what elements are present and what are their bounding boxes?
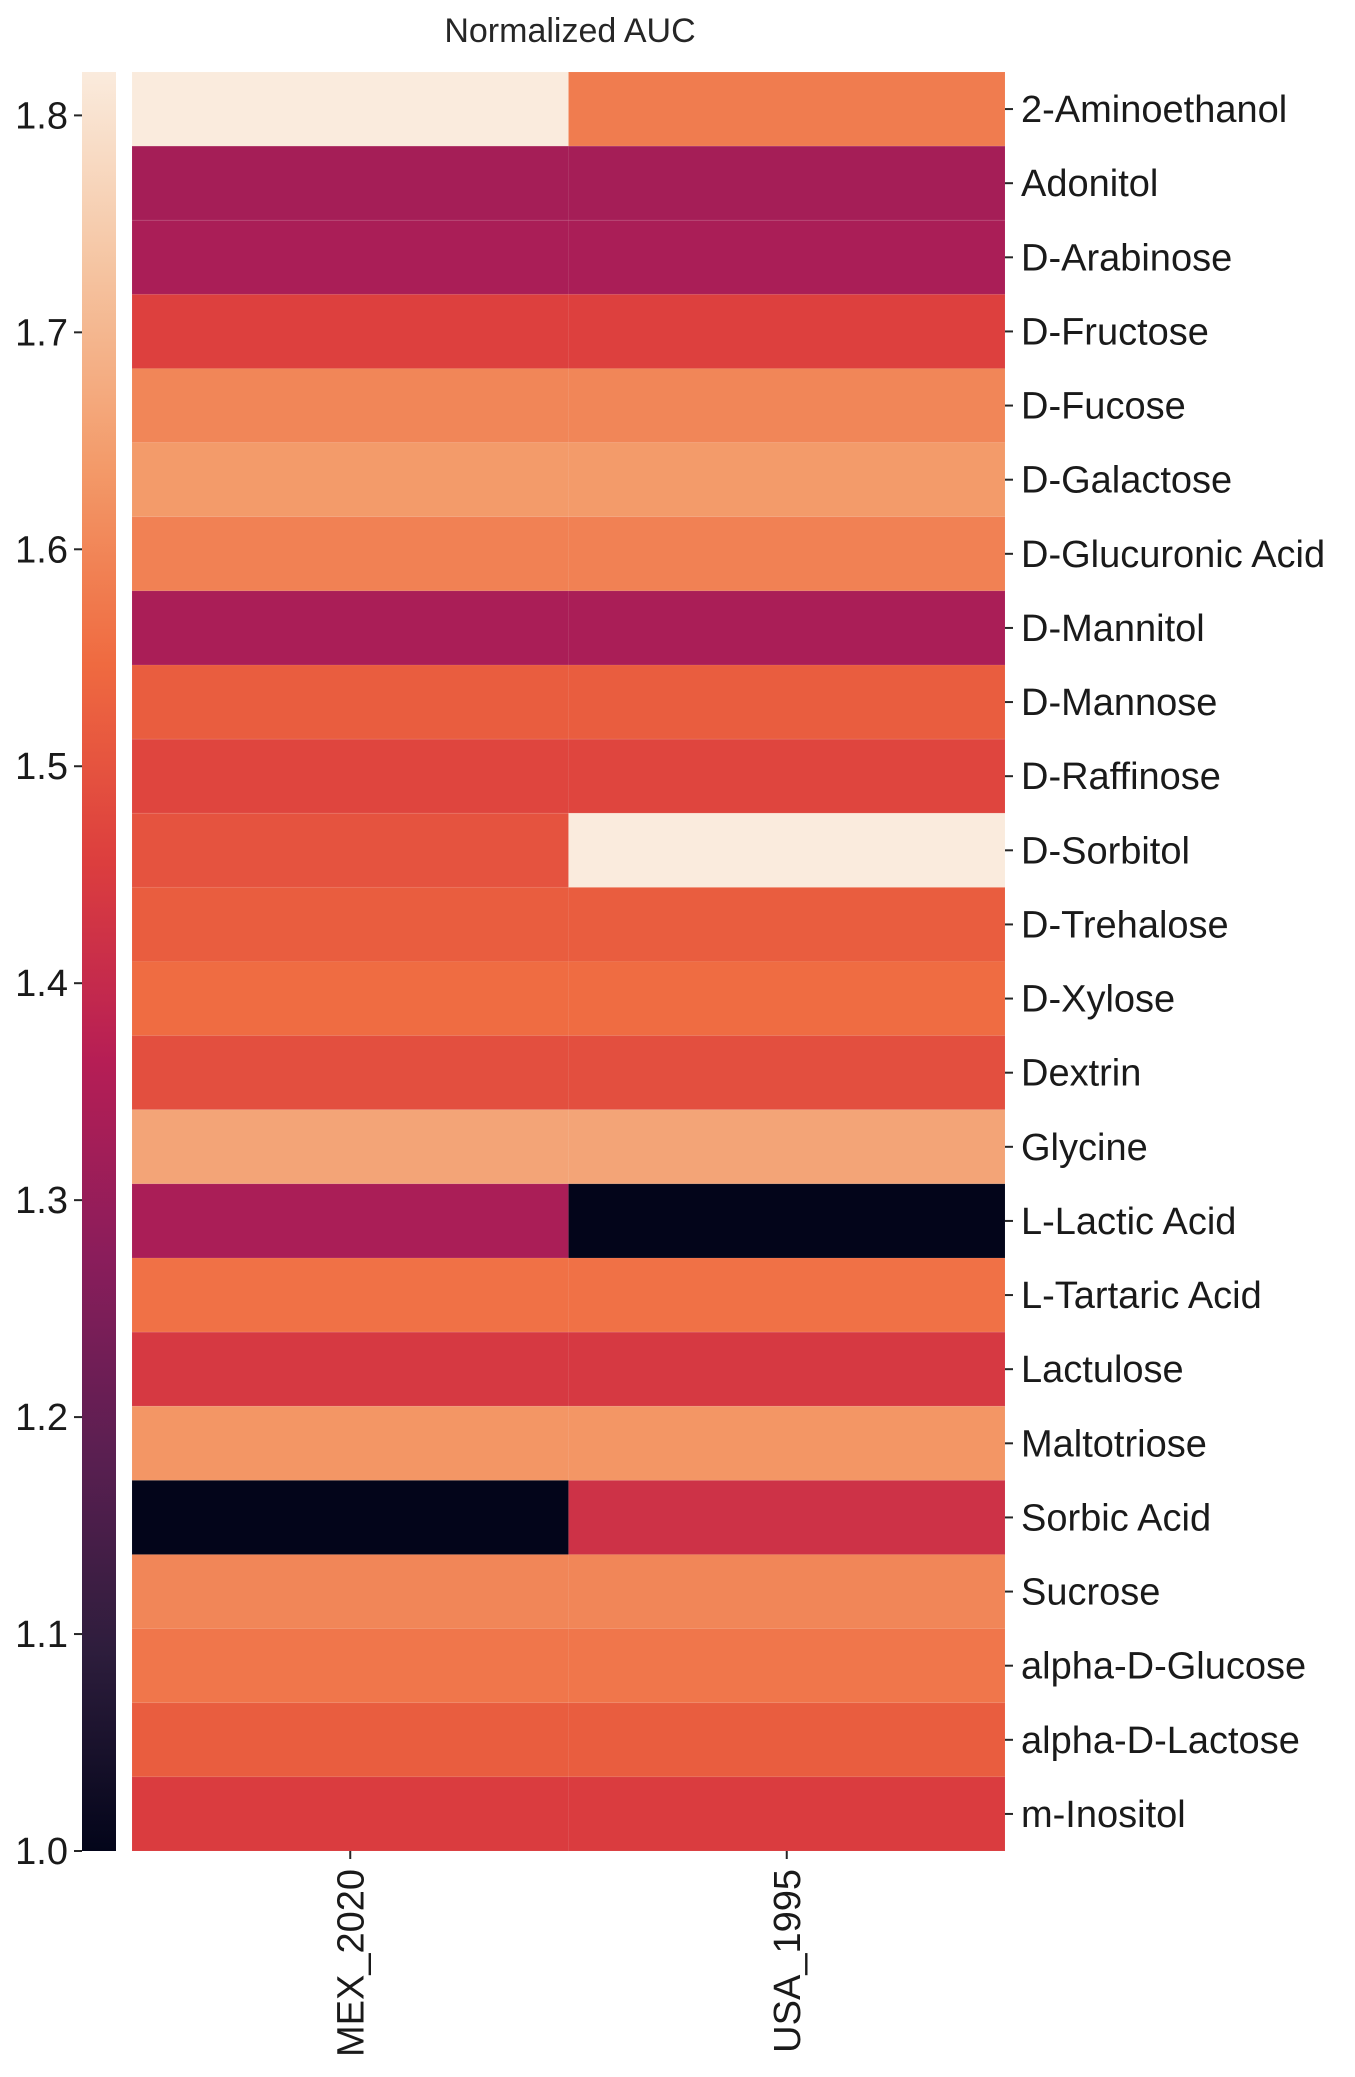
colorbar-gradient bbox=[82, 72, 116, 1851]
heatmap-cell bbox=[568, 71, 1006, 147]
row-labels: 2-Aminoethanol Adonitol D-Arabinose D-Fruct… bbox=[1005, 89, 1325, 1836]
row-label: alpha-D-Lactose bbox=[1021, 1720, 1300, 1762]
heatmap-cell bbox=[568, 1479, 1006, 1555]
colorbar-tick-label: 1.6 bbox=[15, 529, 68, 571]
row-label: D-Trehalose bbox=[1021, 904, 1229, 946]
heatmap-cell bbox=[568, 293, 1006, 369]
row-label: Sorbic Acid bbox=[1021, 1497, 1211, 1539]
heatmap-cell bbox=[568, 1405, 1006, 1481]
row-label: Maltotriose bbox=[1021, 1423, 1207, 1465]
heatmap-cell bbox=[131, 664, 569, 740]
heatmap-cell bbox=[568, 886, 1006, 962]
row-label: D-Xylose bbox=[1021, 979, 1175, 1021]
heatmap-cell bbox=[568, 1109, 1006, 1185]
heatmap-cell bbox=[568, 442, 1006, 518]
row-label: 2-Aminoethanol bbox=[1021, 89, 1287, 131]
colorbar-tick-label: 1.0 bbox=[15, 1831, 68, 1873]
column-label: USA_1995 bbox=[767, 1869, 809, 2053]
heatmap-cell bbox=[131, 1554, 569, 1630]
heatmap-cell bbox=[568, 812, 1006, 888]
heatmap-cell bbox=[131, 1776, 569, 1852]
heatmap-cell bbox=[131, 293, 569, 369]
heatmap-cell bbox=[568, 1702, 1006, 1778]
heatmap-cell bbox=[131, 1035, 569, 1111]
heatmap-cell bbox=[131, 1257, 569, 1333]
colorbar-tick-label: 1.4 bbox=[15, 963, 68, 1005]
heatmap-cell bbox=[131, 1628, 569, 1704]
heatmap-cell bbox=[568, 738, 1006, 814]
heatmap-cell bbox=[131, 1109, 569, 1185]
row-label: L-Tartaric Acid bbox=[1021, 1275, 1262, 1317]
heatmap-cell bbox=[568, 1035, 1006, 1111]
colorbar-tick-label: 1.1 bbox=[15, 1614, 68, 1656]
row-label: L-Lactic Acid bbox=[1021, 1201, 1236, 1243]
heatmap-cell bbox=[568, 516, 1006, 592]
row-label: D-Sorbitol bbox=[1021, 830, 1190, 872]
heatmap-cell bbox=[131, 1702, 569, 1778]
heatmap-cell bbox=[131, 219, 569, 295]
heatmap-cell bbox=[568, 664, 1006, 740]
row-label: Lactulose bbox=[1021, 1349, 1184, 1391]
heatmap-cells bbox=[131, 71, 1006, 1852]
heatmap-cell bbox=[131, 1331, 569, 1407]
heatmap-cell bbox=[131, 516, 569, 592]
heatmap-cell bbox=[131, 738, 569, 814]
row-label: D-Fucose bbox=[1021, 386, 1186, 428]
heatmap-cell bbox=[131, 368, 569, 444]
heatmap-cell bbox=[568, 1554, 1006, 1630]
heatmap-cell bbox=[131, 1405, 569, 1481]
heatmap-cell bbox=[131, 961, 569, 1037]
row-label: Glycine bbox=[1021, 1127, 1148, 1169]
row-label: D-Mannose bbox=[1021, 682, 1217, 724]
heatmap-cell bbox=[568, 219, 1006, 295]
colorbar-tick-label: 1.5 bbox=[15, 746, 68, 788]
colorbar: 1.0 1.1 1.2 1.3 1.4 1.5 1.6 1.7 1.8 bbox=[15, 72, 116, 1873]
row-label: Sucrose bbox=[1021, 1572, 1160, 1614]
heatmap-cell bbox=[568, 1776, 1006, 1852]
heatmap-cell bbox=[131, 886, 569, 962]
chart-title: Normalized AUC bbox=[444, 12, 695, 50]
row-label: alpha-D-Glucose bbox=[1021, 1646, 1306, 1688]
column-labels: MEX_2020 USA_1995 bbox=[330, 1851, 809, 2057]
colorbar-tick-label: 1.3 bbox=[15, 1180, 68, 1222]
heatmap-cell bbox=[568, 1628, 1006, 1704]
heatmap-cell bbox=[568, 1257, 1006, 1333]
row-label: D-Mannitol bbox=[1021, 608, 1205, 650]
row-label: Adonitol bbox=[1021, 163, 1158, 205]
heatmap-cell bbox=[131, 1479, 569, 1555]
heatmap-cell bbox=[568, 145, 1006, 221]
heatmap-cell bbox=[131, 71, 569, 147]
heatmap-cell bbox=[568, 368, 1006, 444]
heatmap-cell bbox=[131, 145, 569, 221]
row-label: D-Raffinose bbox=[1021, 756, 1221, 798]
row-label: D-Glucuronic Acid bbox=[1021, 534, 1325, 576]
row-label: m-Inositol bbox=[1021, 1794, 1186, 1836]
column-label: MEX_2020 bbox=[330, 1869, 372, 2057]
colorbar-tick-label: 1.7 bbox=[15, 312, 68, 354]
row-label: D-Fructose bbox=[1021, 311, 1209, 353]
heatmap-cell bbox=[131, 590, 569, 666]
colorbar-tick-label: 1.2 bbox=[15, 1397, 68, 1439]
row-label: D-Galactose bbox=[1021, 460, 1232, 502]
heatmap-cell bbox=[131, 812, 569, 888]
colorbar-ticks: 1.0 1.1 1.2 1.3 1.4 1.5 1.6 1.7 1.8 bbox=[15, 95, 82, 1873]
heatmap-cell bbox=[568, 961, 1006, 1037]
heatmap-cell bbox=[131, 442, 569, 518]
heatmap-cell bbox=[568, 590, 1006, 666]
colorbar-tick-label: 1.8 bbox=[15, 95, 68, 137]
row-label: Dextrin bbox=[1021, 1053, 1141, 1095]
heatmap-cell bbox=[131, 1183, 569, 1259]
row-label: D-Arabinose bbox=[1021, 237, 1232, 279]
heatmap-cell bbox=[568, 1183, 1006, 1259]
heatmap-cell bbox=[568, 1331, 1006, 1407]
